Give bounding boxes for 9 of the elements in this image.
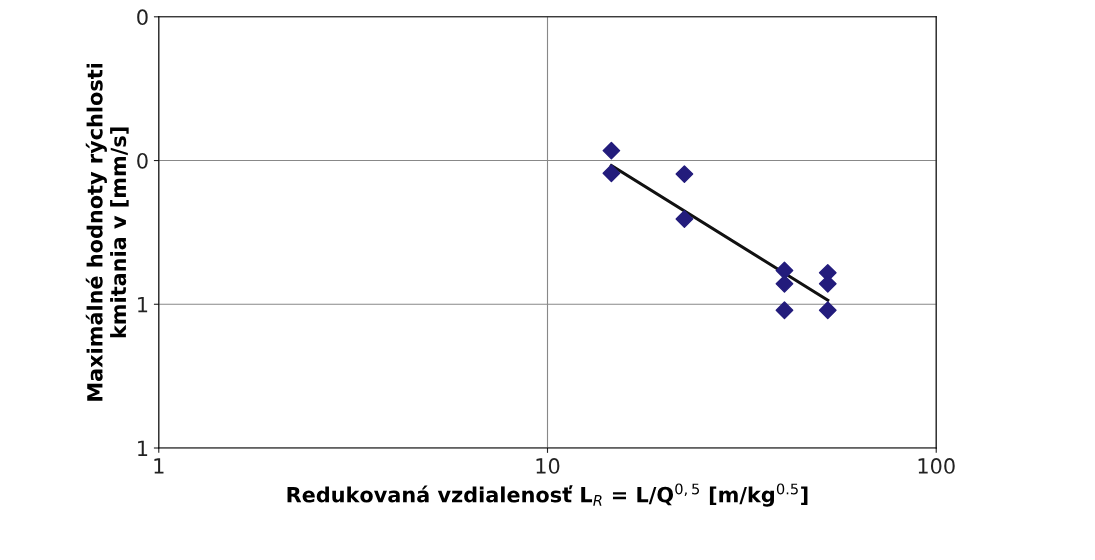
- text: 0: [137, 9, 148, 26]
- y-axis-title: Maximálné hodnoty rýchlosti kmitania v [mm/s]: [85, 63, 129, 401]
- text: 1: [138, 440, 148, 456]
- x-tick-label: 100: [918, 458, 955, 474]
- x-axis-title: Redukovaná vzdialenosť L$_{R}$ = L/Q$^{0,5}$ [m/kg$^{0.5}$]: [287, 483, 808, 507]
- text: 1: [138, 296, 148, 313]
- x-tick-label: 1: [154, 458, 164, 474]
- x-tick-label: 10: [536, 458, 560, 474]
- text: 0: [137, 152, 148, 169]
